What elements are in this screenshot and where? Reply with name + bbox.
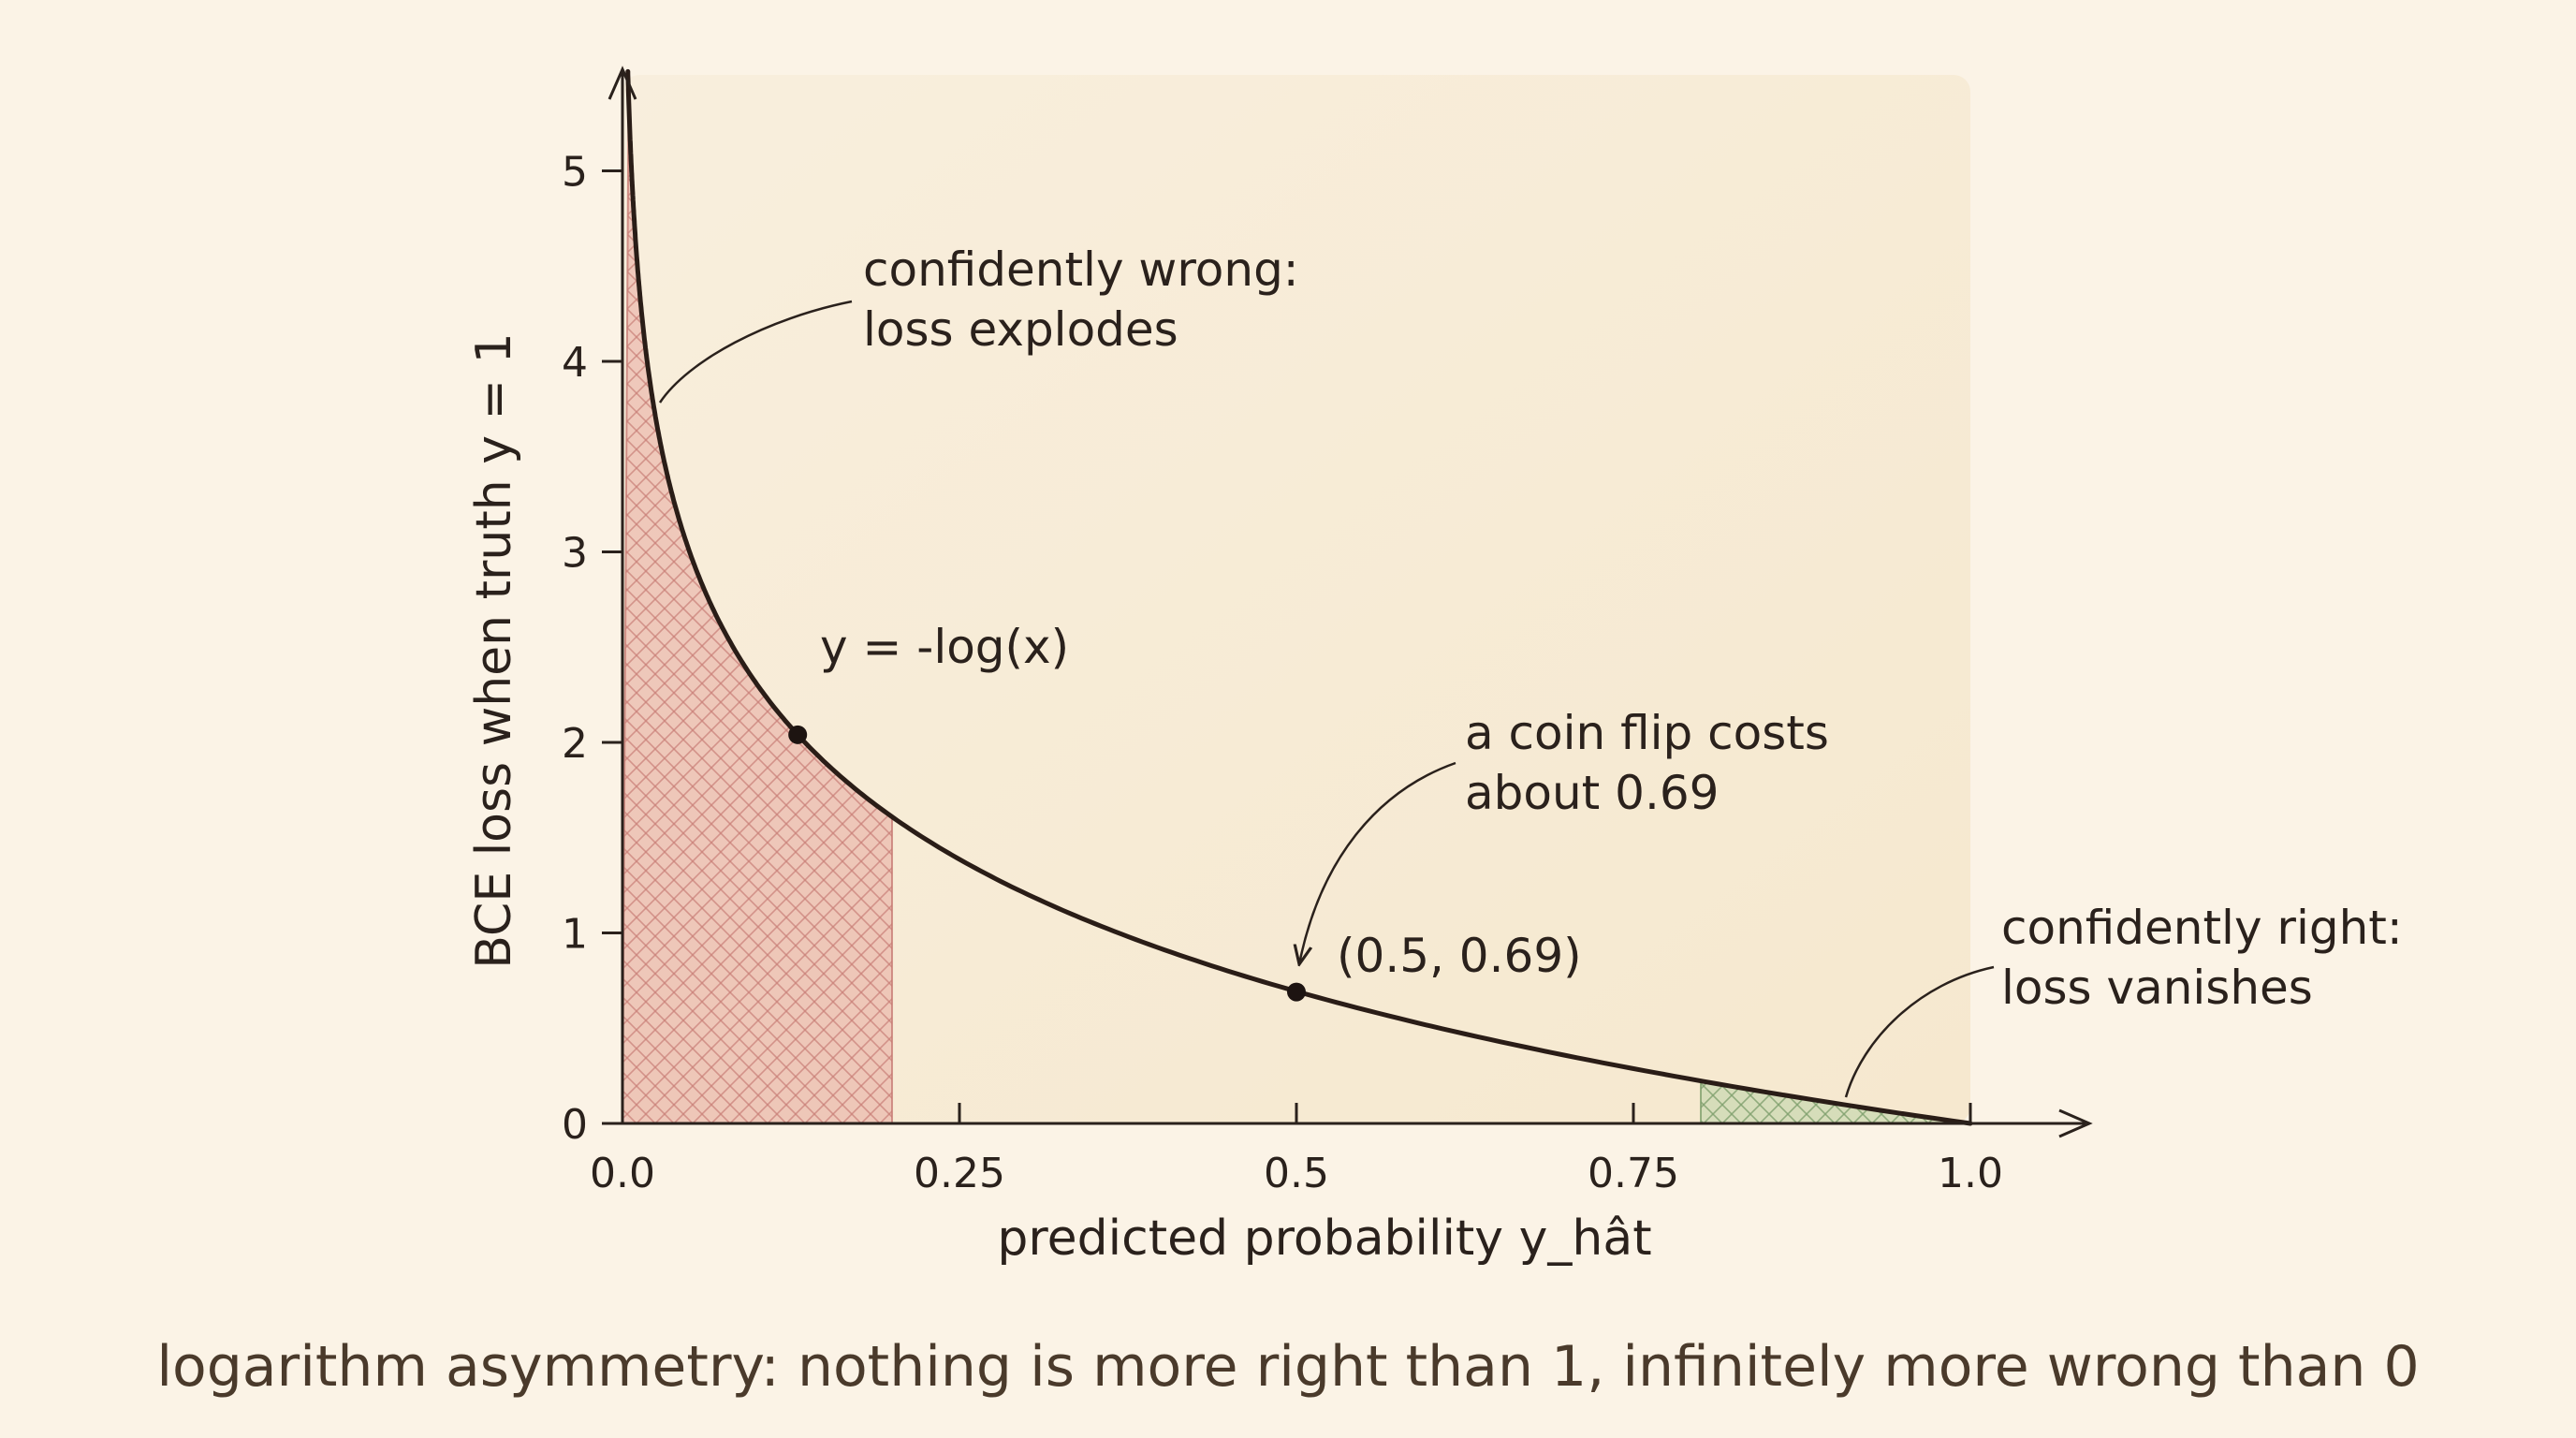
x-tick-label: 0.5 [1264,1150,1329,1197]
annotation-wrong: confidently wrong: loss explodes [863,242,1299,357]
y-tick-label: 2 [562,720,588,768]
data-point [1287,982,1306,1002]
x-tick-label: 0.0 [590,1150,655,1197]
leader-line-coin [1299,761,1456,964]
leader-line-right [1844,965,1995,1098]
y-tick-label: 1 [562,911,588,959]
hatch-region-right [1701,1080,1970,1123]
series-line-neg-log [625,68,1973,1126]
y-axis-title: BCE loss when truth y = 1 [466,332,522,968]
y-axis-arrow [607,66,637,100]
y-tick-label: 5 [562,149,588,197]
x-tick-label: 0.75 [1588,1150,1679,1197]
x-axis-arrow [2058,1108,2093,1138]
x-axis-title: predicted probability y_hât [997,1211,1651,1267]
annotation-right: confidently right: loss vanishes [2001,901,2403,1015]
x-tick-label: 0.25 [914,1150,1005,1197]
annotation-point-label: (0.5, 0.69) [1337,929,1582,983]
y-tick-label: 4 [562,339,588,387]
y-tick-label: 0 [562,1101,588,1149]
leader-line-wrong [658,300,853,404]
data-point [788,725,808,744]
annotation-coin: a coin flip costs about 0.69 [1465,706,1829,820]
chart-caption: logarithm asymmetry: nothing is more rig… [156,1334,2419,1400]
y-tick-label: 3 [562,530,588,578]
annotation-curve-label: y = -log(x) [820,620,1069,674]
x-tick-label: 1.0 [1938,1150,2003,1197]
hatch-region-wrong [622,94,892,1123]
